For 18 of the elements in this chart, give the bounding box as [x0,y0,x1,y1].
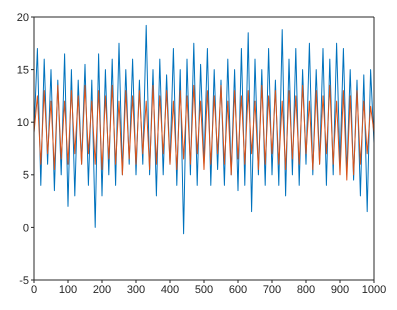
x-tick-label: 200 [92,284,112,296]
x-tick-label: 800 [296,284,316,296]
line-series [34,84,374,181]
y-tick-label: 20 [16,12,29,24]
x-tick-label: 700 [262,284,282,296]
x-tick-label: 600 [228,284,248,296]
x-tick-label: 0 [30,284,38,296]
y-tick-label: 10 [16,117,29,130]
x-tick-label: 100 [58,284,78,296]
y-tick-label: 0 [22,222,29,234]
y-tick-label: 15 [16,64,29,77]
x-tick-label: 300 [126,284,146,296]
y-tick-label: -5 [19,274,29,287]
x-tick-label: 900 [330,284,350,296]
y-tick-label: 5 [22,170,29,182]
x-tick-label: 500 [194,284,214,296]
x-tick-label: 400 [160,284,180,296]
x-tick-label: 1000 [362,284,386,296]
